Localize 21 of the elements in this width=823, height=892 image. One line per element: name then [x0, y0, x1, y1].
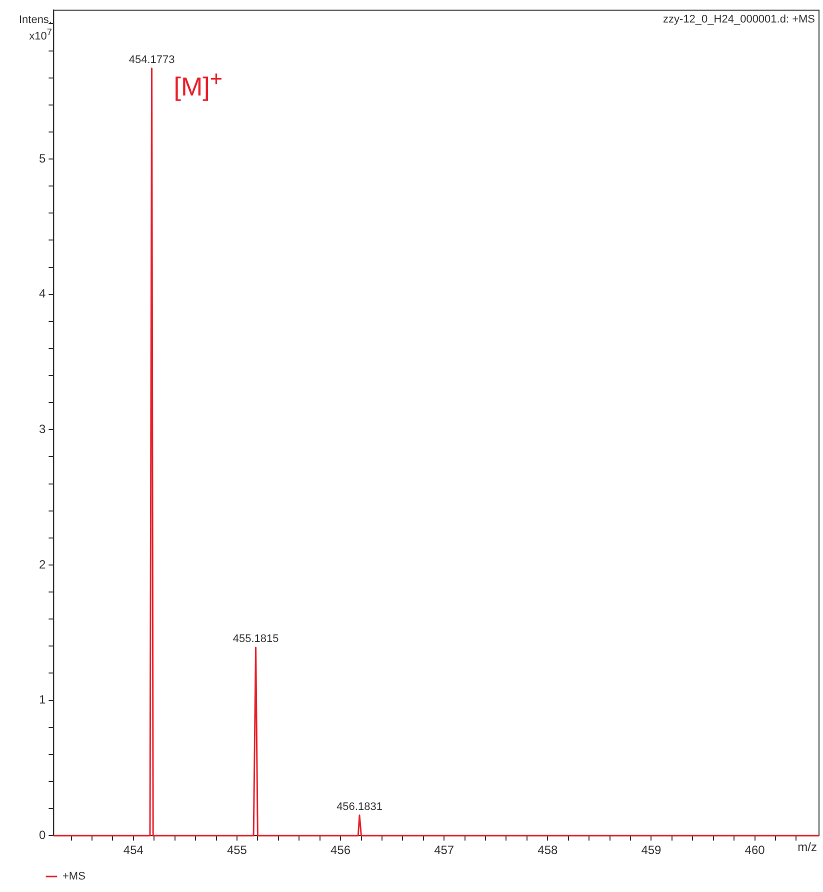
y-tick-label: 0	[38, 828, 46, 842]
y-axis-title: Intens. x10$^{7}$	[18, 14, 52, 43]
x-tick-label: 455	[226, 843, 248, 858]
y-tick-label: 3	[38, 422, 46, 436]
x-tick-label: 456	[330, 843, 351, 858]
x-tick-label: 457	[434, 843, 454, 858]
y-tick-label: 2	[38, 557, 46, 572]
x-tick-label: 458	[538, 843, 558, 858]
y-tick-label: 4	[38, 286, 46, 301]
y-tick-label: 5	[38, 151, 46, 166]
annotation: 456.1831	[336, 800, 382, 813]
chart-title: zzy-12_0_H24_000001.d: +MS	[663, 14, 815, 26]
x-tick-label: 454	[123, 843, 144, 858]
x-tick-label: 459	[641, 843, 662, 858]
annotation: 455.1815	[232, 633, 279, 646]
annotation: 454.1773	[128, 54, 175, 66]
y-tick-label: 1	[38, 692, 46, 707]
legend-label: +MS	[62, 870, 86, 883]
annotation: [M]$^{+}$	[174, 66, 223, 104]
x-axis-title: m/z	[798, 840, 817, 854]
x-tick-label: 460	[744, 843, 766, 858]
